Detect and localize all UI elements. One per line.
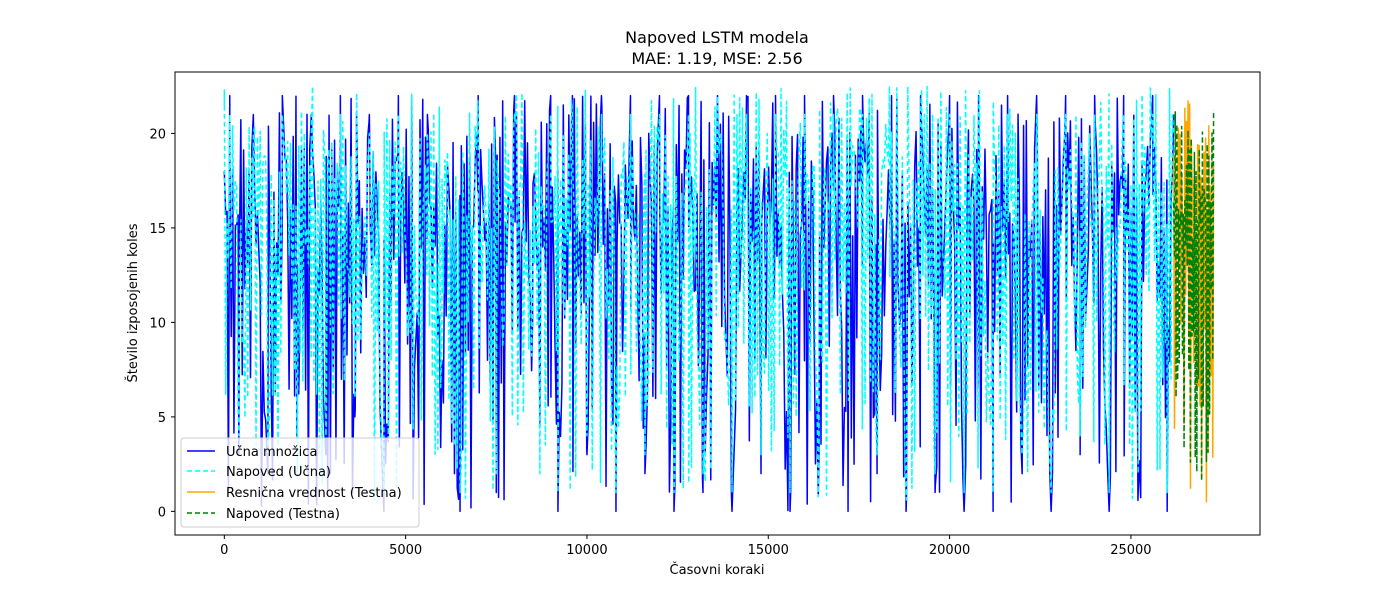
y-axis-label: Število izposojenih koles	[125, 223, 141, 382]
x-tick-label: 20000	[929, 543, 970, 558]
legend-label-test-pred: Napoved (Testna)	[226, 507, 340, 522]
series-train-pred	[223, 85, 1175, 502]
y-axis: 0 5 10 15 20	[149, 127, 175, 520]
x-axis-label: Časovni koraki	[670, 562, 765, 578]
x-tick-label: 10000	[566, 543, 607, 558]
x-axis: 0 5000 10000 15000 20000 25000	[220, 535, 1152, 558]
legend-label-train-pred: Napoved (Učna)	[226, 465, 331, 480]
chart-subtitle: MAE: 1.19, MSE: 2.56	[631, 49, 802, 68]
legend-box	[180, 437, 420, 528]
series-test-pred	[1172, 109, 1215, 482]
y-tick-label: 15	[149, 222, 166, 237]
x-tick-label: 15000	[748, 543, 789, 558]
legend-label-test: Resnična vrednost (Testna)	[226, 486, 402, 501]
legend: Učna množica Napoved (Učna) Resnična vre…	[180, 437, 420, 528]
y-tick-label: 5	[158, 411, 166, 426]
y-tick-label: 20	[149, 127, 166, 142]
y-tick-label: 0	[158, 505, 166, 520]
chart-title: Napoved LSTM modela	[625, 28, 809, 47]
x-tick-label: 5000	[389, 543, 422, 558]
axes-frame	[174, 71, 1261, 536]
x-tick-label: 0	[220, 543, 228, 558]
legend-label-train: Učna množica	[226, 445, 317, 460]
y-tick-label: 10	[149, 316, 166, 331]
x-tick-label: 25000	[1110, 543, 1151, 558]
